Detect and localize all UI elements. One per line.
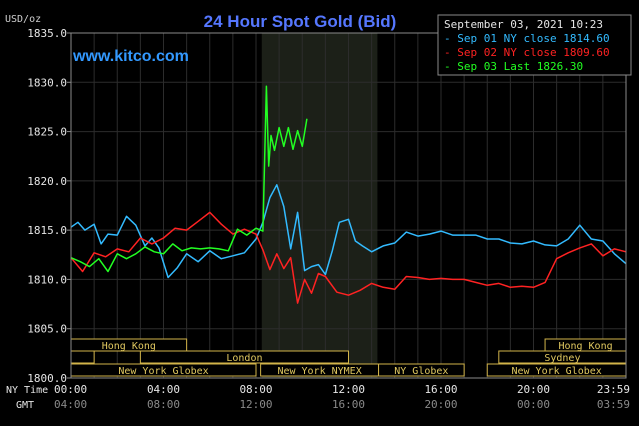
session-bar	[378, 363, 465, 377]
session-bar	[139, 350, 349, 364]
chart-title: 24 Hour Spot Gold (Bid)	[204, 12, 397, 31]
x-tick-label-gmt: 03:59	[597, 398, 630, 411]
x-row-label-ny: NY Time	[6, 385, 48, 396]
y-tick-label: 1835.0	[27, 27, 67, 40]
x-tick-label-ny: 16:00	[424, 383, 457, 396]
legend-entry: - Sep 03 Last 1826.30	[444, 60, 583, 73]
y-tick-label: 1800.0	[27, 372, 67, 385]
legend-entry: - Sep 02 NY close 1809.60	[444, 46, 610, 59]
y-tick-label: 1820.0	[27, 175, 67, 188]
x-tick-label-ny: 08:00	[239, 383, 272, 396]
y-axis-unit-label: USD/oz	[5, 14, 41, 25]
plot-frame	[70, 32, 627, 379]
x-row-label-gmt: GMT	[16, 400, 34, 411]
session-label: Hong Kong	[102, 341, 156, 352]
y-tick-label: 1805.0	[27, 323, 67, 336]
session-label: New York NYMEX	[277, 366, 361, 377]
legend-box	[437, 14, 632, 76]
session-label: Sydney	[544, 353, 580, 364]
y-tick-label: 1815.0	[27, 224, 67, 237]
x-tick-label-gmt: 12:00	[239, 398, 272, 411]
x-tick-label-ny: 23:59	[597, 383, 630, 396]
session-label: New York Globex	[511, 366, 601, 377]
legend-date: September 03, 2021 10:23	[444, 18, 603, 31]
x-tick-label-ny: 20:00	[517, 383, 550, 396]
x-tick-label-gmt: 20:00	[424, 398, 457, 411]
session-label: NY Globex	[394, 366, 448, 377]
session-label: London	[226, 353, 262, 364]
session-bar	[70, 350, 95, 364]
x-tick-label-ny: 00:00	[54, 383, 87, 396]
series-line-1	[70, 184, 627, 279]
legend: September 03, 2021 10:23 - Sep 01 NY clo…	[437, 14, 632, 76]
x-tick-label-gmt: 04:00	[54, 398, 87, 411]
watermark-text: www.kitco.com	[72, 48, 189, 65]
x-tick-label-gmt: 16:00	[332, 398, 365, 411]
x-tick-label-ny: 04:00	[147, 383, 180, 396]
x-tick-label-ny: 12:00	[332, 383, 365, 396]
session-label: Hong Kong	[558, 341, 612, 352]
session-label: New York Globex	[118, 366, 208, 377]
series-line-2	[70, 211, 627, 304]
y-tick-label: 1830.0	[27, 76, 67, 89]
x-tick-label-gmt: 08:00	[147, 398, 180, 411]
series-line-3	[70, 85, 308, 273]
y-tick-label: 1810.0	[27, 273, 67, 286]
y-tick-label: 1825.0	[27, 126, 67, 139]
legend-entry: - Sep 01 NY close 1814.60	[444, 32, 610, 45]
x-tick-label-gmt: 00:00	[517, 398, 550, 411]
nymex-session-highlight	[261, 33, 378, 378]
